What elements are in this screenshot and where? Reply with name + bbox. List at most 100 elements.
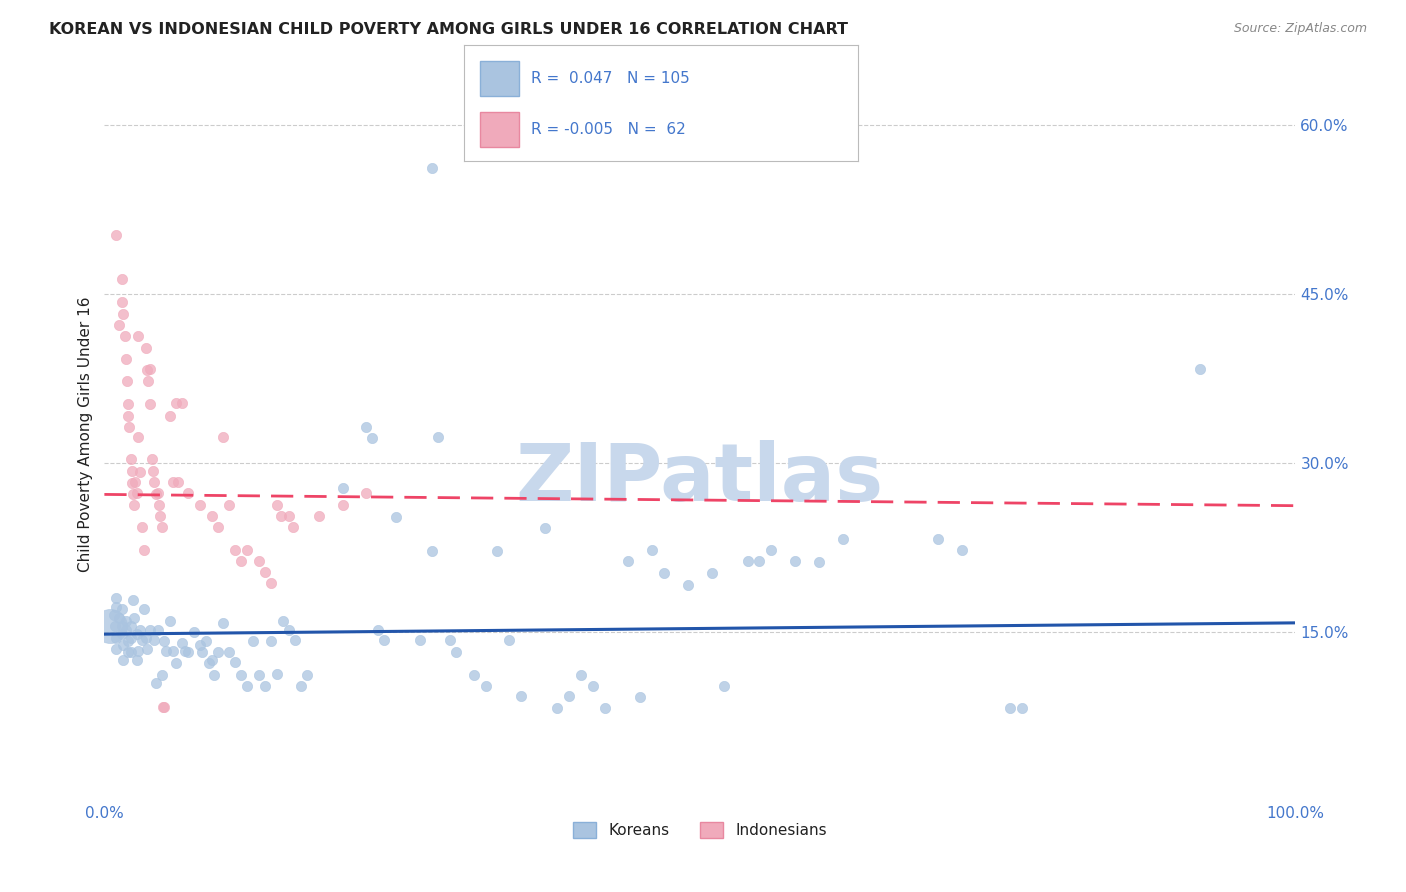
Point (194, 633, 217, 648)
Point (1189, 362, 1212, 376)
Point (420, 161, 443, 175)
Point (808, 555, 831, 569)
Point (127, 328, 149, 343)
Point (356, 419, 378, 434)
Point (145, 675, 167, 690)
Point (136, 363, 159, 377)
Point (426, 430, 449, 444)
Point (152, 700, 174, 714)
Point (121, 464, 143, 478)
Point (121, 476, 143, 491)
Point (278, 623, 301, 637)
Point (153, 700, 176, 714)
Point (737, 554, 759, 568)
Y-axis label: Child Poverty Among Girls Under 16: Child Poverty Among Girls Under 16 (79, 297, 93, 573)
Point (122, 498, 145, 512)
Point (474, 679, 496, 693)
Point (278, 508, 301, 523)
FancyBboxPatch shape (479, 112, 519, 146)
Point (120, 645, 142, 659)
Point (138, 623, 160, 637)
Point (129, 623, 152, 637)
Point (145, 487, 167, 501)
Point (143, 632, 166, 647)
Point (207, 645, 229, 659)
Point (628, 690, 651, 705)
Point (676, 577, 699, 591)
Point (271, 614, 294, 628)
Point (463, 667, 485, 681)
Point (120, 452, 142, 467)
Point (155, 644, 177, 658)
Point (131, 632, 153, 647)
Point (200, 508, 222, 523)
Point (295, 667, 318, 681)
Point (188, 639, 211, 653)
Point (98, 619, 121, 633)
Point (242, 633, 264, 648)
Point (138, 397, 160, 411)
Point (198, 657, 221, 671)
Point (534, 521, 557, 535)
Point (162, 644, 184, 658)
Point (266, 666, 288, 681)
Point (129, 465, 152, 479)
Point (444, 645, 467, 659)
Point (131, 520, 153, 534)
Point (117, 409, 139, 423)
Point (652, 566, 675, 581)
Point (111, 627, 134, 641)
Point (284, 632, 307, 647)
Text: R =  0.047   N = 105: R = 0.047 N = 105 (531, 70, 690, 86)
Point (247, 554, 270, 568)
Point (486, 543, 509, 558)
Point (546, 701, 568, 715)
Point (212, 615, 235, 630)
Point (439, 632, 461, 647)
Point (367, 623, 389, 637)
Point (183, 624, 205, 639)
Point (153, 633, 176, 648)
Point (148, 498, 170, 512)
Point (177, 486, 200, 500)
Point (569, 667, 592, 681)
Point (103, 607, 125, 622)
Point (120, 619, 142, 633)
Point (236, 679, 259, 693)
Point (950, 542, 973, 557)
Point (748, 554, 770, 568)
Point (270, 508, 292, 523)
Point (159, 614, 181, 628)
Point (132, 542, 155, 557)
Point (117, 633, 139, 648)
Point (761, 542, 783, 557)
Point (135, 341, 157, 355)
Point (112, 653, 135, 667)
Point (111, 294, 134, 309)
Point (124, 475, 146, 489)
Point (247, 667, 270, 681)
Point (254, 679, 277, 693)
Point (831, 533, 853, 547)
Point (135, 631, 157, 645)
Point (236, 542, 259, 557)
Point (138, 362, 160, 376)
Point (105, 591, 128, 605)
Point (202, 667, 225, 681)
Point (927, 533, 949, 547)
Point (420, 543, 443, 558)
Point (224, 655, 246, 669)
Point (617, 554, 640, 568)
Point (998, 701, 1021, 715)
Point (558, 689, 581, 703)
Point (177, 645, 200, 659)
Text: R = -0.005   N =  62: R = -0.005 N = 62 (531, 121, 686, 136)
Point (165, 657, 187, 671)
Point (260, 576, 283, 591)
Point (122, 593, 145, 607)
Point (111, 272, 134, 286)
Point (146, 486, 169, 500)
Point (409, 632, 432, 647)
Point (120, 631, 142, 645)
Point (165, 396, 187, 410)
